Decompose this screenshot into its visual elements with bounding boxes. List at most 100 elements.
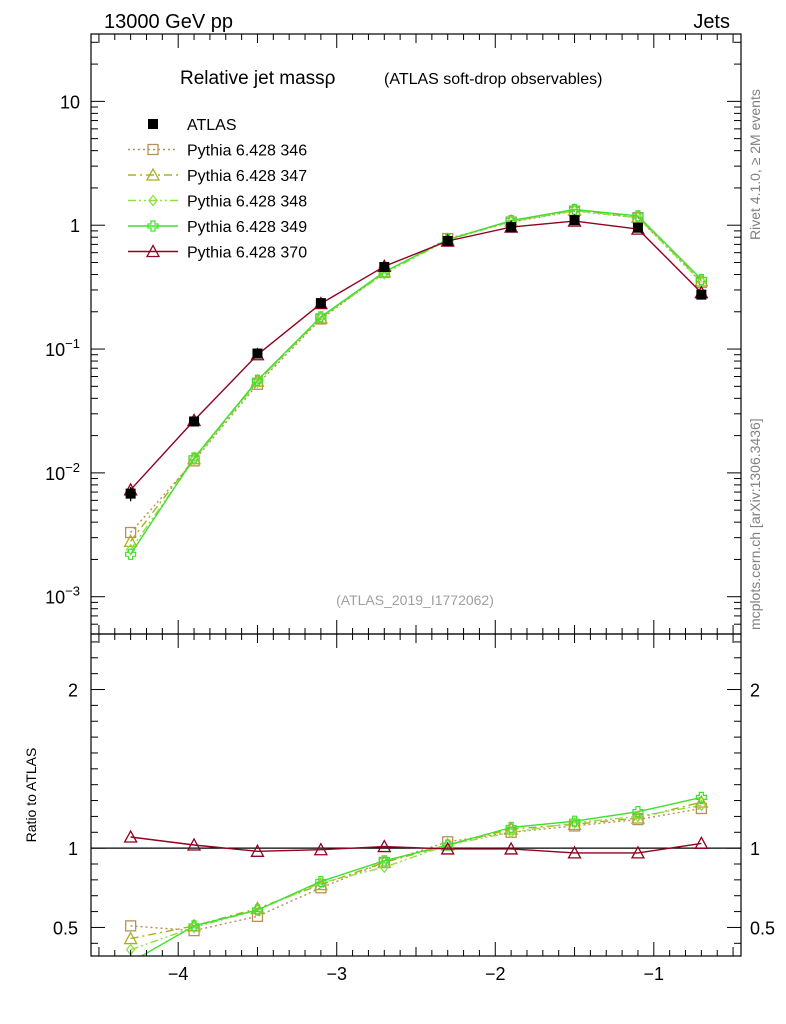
legend-label: ATLAS <box>187 117 237 134</box>
ratio-series-p348 <box>125 799 707 956</box>
legend-label: Pythia 6.428 346 <box>187 143 307 160</box>
legend-marker-ATLAS <box>148 119 158 129</box>
ratio-line-p349 <box>140 796 702 956</box>
main-point-ATLAS <box>632 222 643 233</box>
main-plot-data <box>123 202 709 560</box>
legend-label: Pythia 6.428 370 <box>187 245 307 262</box>
rivet-label: Rivet 4.1.0, ≥ 2M events <box>747 89 763 240</box>
ratio-line-p348 <box>130 804 702 951</box>
header-left: 13000 GeV pp <box>104 11 233 33</box>
ratio-point-p370 <box>440 841 455 855</box>
ratio-line-p347 <box>130 801 702 940</box>
ratio-y-tick-label-right: 2 <box>750 681 760 701</box>
main-point-ATLAS <box>696 289 707 300</box>
ratio-point-p349 <box>505 821 517 834</box>
y-tick-label: 10 <box>60 92 80 112</box>
ratio-point-p349 <box>251 904 264 916</box>
ratio-point-p348 <box>696 799 707 812</box>
ratio-point-p346 <box>695 802 708 815</box>
ratio-point-p370 <box>186 837 202 851</box>
main-point-ATLAS <box>189 416 200 427</box>
legend-item-p346: Pythia 6.428 346 <box>128 143 307 160</box>
main-point-ATLAS <box>506 222 517 233</box>
main-series-ATLAS <box>125 215 707 502</box>
legend-label: Pythia 6.428 347 <box>187 168 307 185</box>
ratio-y-tick-label: 0.5 <box>53 918 78 938</box>
main-point-p349 <box>315 311 327 323</box>
y-tick-label: 10−3 <box>45 584 80 608</box>
ratio-point-p349 <box>442 839 454 851</box>
main-point-ATLAS <box>569 215 580 226</box>
ratio-point-p370 <box>123 829 138 843</box>
legend: ATLAS Pythia 6.428 346 Pythia 6.428 347 Pyt… <box>128 117 307 262</box>
main-point-p349 <box>251 374 264 386</box>
ratio-point-p370 <box>694 836 709 850</box>
main-point-ATLAS <box>315 298 326 309</box>
main-point-p347 <box>123 533 138 547</box>
ratio-point-p346 <box>632 813 644 826</box>
main-point-p349 <box>632 210 644 222</box>
ratio-point-p346 <box>124 920 137 932</box>
analysis-id: (ATLAS_2019_I1772062) <box>336 592 494 608</box>
x-tick-label: −4 <box>168 964 189 984</box>
main-point-ATLAS <box>379 261 390 272</box>
ratio-y-tick-label: 1 <box>68 839 78 859</box>
main-point-ATLAS <box>252 348 263 359</box>
ratio-point-p349 <box>568 815 581 827</box>
y-tick-label: 10−2 <box>45 460 80 484</box>
legend-marker-p347 <box>145 167 161 181</box>
ratio-point-p349 <box>315 875 327 888</box>
main-point-ATLAS <box>125 488 136 499</box>
x-tick-label: −3 <box>326 964 347 984</box>
header-right: Jets <box>693 11 730 33</box>
main-point-p349 <box>125 548 137 560</box>
ratio-y-tick-label: 2 <box>68 681 78 701</box>
ratio-point-p349 <box>378 855 390 867</box>
main-point-p348 <box>252 376 263 389</box>
mcplots-label: mcplots.cern.ch [arXiv:1306.3436] <box>747 418 763 630</box>
y-tick-label: 1 <box>70 216 80 236</box>
legend-label: Pythia 6.428 349 <box>187 219 307 236</box>
legend-item-p347: Pythia 6.428 347 <box>128 167 307 185</box>
legend-item-p370: Pythia 6.428 370 <box>128 244 307 262</box>
legend-marker-p346 <box>147 143 159 156</box>
ratio-line-p370 <box>130 836 702 854</box>
ratio-y-tick-label-right: 1 <box>750 839 760 859</box>
main-point-ATLAS <box>442 236 453 247</box>
axes: −4 −3 −2 −1 10−3 10−2 10−1 1 10 0.5 0.5 1 1 2 2 <box>45 33 775 984</box>
ratio-y-tick-label-right: 0.5 <box>750 918 775 938</box>
main-line-p370 <box>130 220 702 491</box>
legend-item-ATLAS: ATLAS <box>148 117 237 134</box>
main-point-p349 <box>695 273 707 286</box>
main-point-p349 <box>188 452 200 464</box>
ratio-plot-data <box>91 791 741 967</box>
ratio-series-p346 <box>124 802 708 937</box>
main-point-p348 <box>189 453 199 466</box>
ratio-point-p348 <box>633 810 643 823</box>
ratio-point-p370 <box>567 845 582 859</box>
ratio-point-p370 <box>313 842 328 856</box>
ratio-point-p347 <box>694 794 709 808</box>
y-tick-label: 10−1 <box>45 336 80 360</box>
ratio-point-p370 <box>504 841 519 855</box>
ratio-point-p349 <box>632 806 644 818</box>
x-tick-label: −1 <box>644 964 665 984</box>
legend-item-p349: Pythia 6.428 349 <box>128 219 307 236</box>
main-line-p349 <box>130 208 702 555</box>
main-point-p348 <box>379 267 390 280</box>
ratio-series-p349 <box>126 791 707 967</box>
chart-title: Relative jet massρ <box>180 68 336 89</box>
ratio-line-p346 <box>130 807 702 932</box>
ratio-point-p349 <box>695 791 707 803</box>
ratio-point-p349 <box>126 957 136 967</box>
ratio-point-p349 <box>188 920 200 932</box>
legend-marker-p370 <box>145 244 161 258</box>
x-tick-label: −2 <box>485 964 506 984</box>
ratio-point-p370 <box>377 839 392 853</box>
legend-item-p348: Pythia 6.428 348 <box>128 194 307 211</box>
legend-label: Pythia 6.428 348 <box>187 194 307 211</box>
ratio-series-p370 <box>123 829 709 859</box>
ratio-point-p348 <box>379 861 390 874</box>
ratio-point-p346 <box>251 910 264 922</box>
